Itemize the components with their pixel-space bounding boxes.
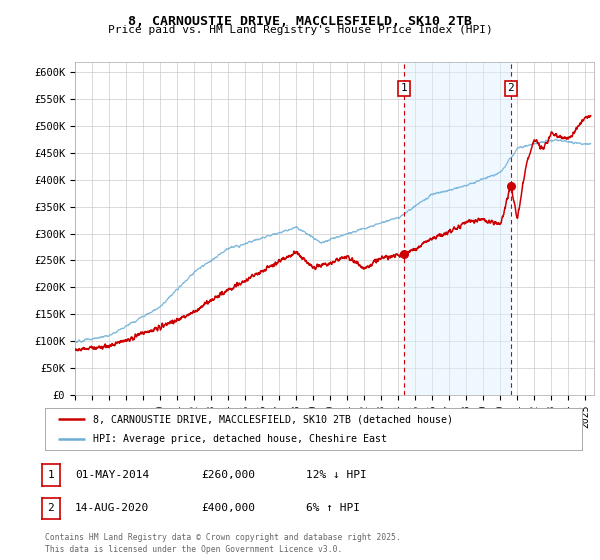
Text: Price paid vs. HM Land Registry's House Price Index (HPI): Price paid vs. HM Land Registry's House … — [107, 25, 493, 35]
Text: 6% ↑ HPI: 6% ↑ HPI — [306, 503, 360, 514]
Text: Contains HM Land Registry data © Crown copyright and database right 2025.: Contains HM Land Registry data © Crown c… — [45, 533, 401, 542]
Text: 8, CARNOUSTIE DRIVE, MACCLESFIELD, SK10 2TB (detached house): 8, CARNOUSTIE DRIVE, MACCLESFIELD, SK10 … — [94, 414, 454, 424]
Text: 14-AUG-2020: 14-AUG-2020 — [75, 503, 149, 514]
Bar — [404, 62, 511, 395]
Text: HPI: Average price, detached house, Cheshire East: HPI: Average price, detached house, Ches… — [94, 434, 388, 444]
Text: 1: 1 — [401, 83, 407, 94]
Text: 01-MAY-2014: 01-MAY-2014 — [75, 470, 149, 480]
Text: 12% ↓ HPI: 12% ↓ HPI — [306, 470, 367, 480]
Text: This data is licensed under the Open Government Licence v3.0.: This data is licensed under the Open Gov… — [45, 545, 343, 554]
Text: £260,000: £260,000 — [201, 470, 255, 480]
Text: 2: 2 — [47, 503, 55, 514]
Text: £400,000: £400,000 — [201, 503, 255, 514]
Text: 1: 1 — [47, 470, 55, 480]
Text: 2: 2 — [508, 83, 514, 94]
Text: 8, CARNOUSTIE DRIVE, MACCLESFIELD, SK10 2TB: 8, CARNOUSTIE DRIVE, MACCLESFIELD, SK10 … — [128, 15, 472, 27]
